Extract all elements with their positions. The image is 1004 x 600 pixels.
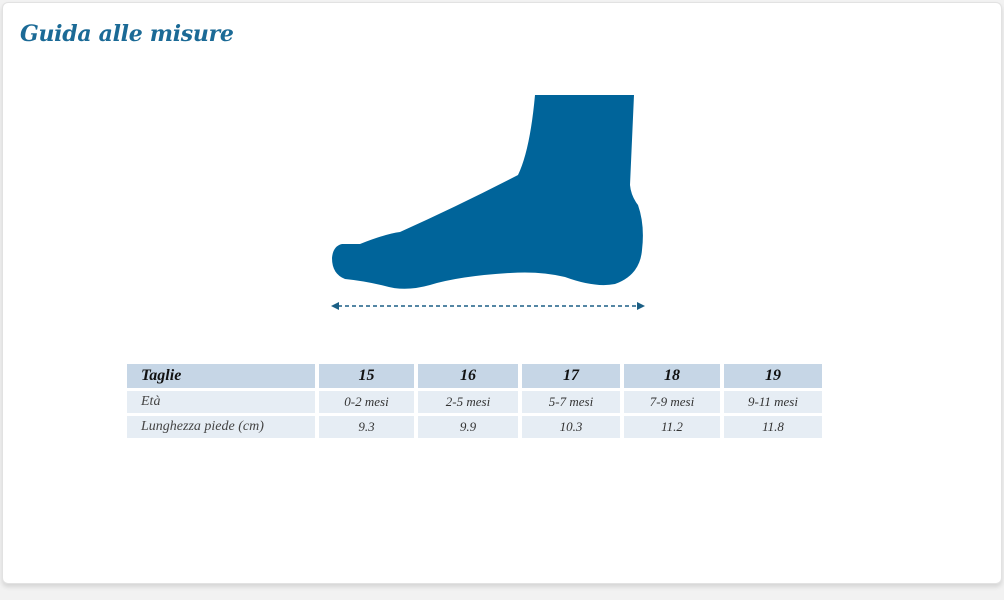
table-cell: 11.2 [624,416,720,438]
header-cell: 16 [418,364,518,388]
row-label: Lunghezza piede (cm) [127,416,315,438]
size-guide-card: Guida alle misure [2,2,1002,584]
header-cell: 18 [624,364,720,388]
table-header-row: Taglie 15 16 17 18 19 [127,364,826,388]
table-cell: 11.8 [724,416,822,438]
size-table: Taglie 15 16 17 18 19 Età 0-2 mesi 2-5 m… [127,364,826,441]
length-arrow-icon [331,302,645,310]
table-cell: 9.9 [418,416,518,438]
table-cell: 10.3 [522,416,620,438]
table-row: Lunghezza piede (cm) 9.3 9.9 10.3 11.2 1… [127,416,826,438]
header-cell: Taglie [127,364,315,388]
table-cell: 5-7 mesi [522,391,620,413]
foot-icon [332,95,643,289]
header-cell: 15 [319,364,414,388]
header-cell: 19 [724,364,822,388]
table-cell: 0-2 mesi [319,391,414,413]
table-cell: 7-9 mesi [624,391,720,413]
table-cell: 2-5 mesi [418,391,518,413]
row-label: Età [127,391,315,413]
table-cell: 9.3 [319,416,414,438]
header-cell: 17 [522,364,620,388]
table-cell: 9-11 mesi [724,391,822,413]
table-row: Età 0-2 mesi 2-5 mesi 5-7 mesi 7-9 mesi … [127,391,826,413]
page-title: Guida alle misure [20,21,234,47]
